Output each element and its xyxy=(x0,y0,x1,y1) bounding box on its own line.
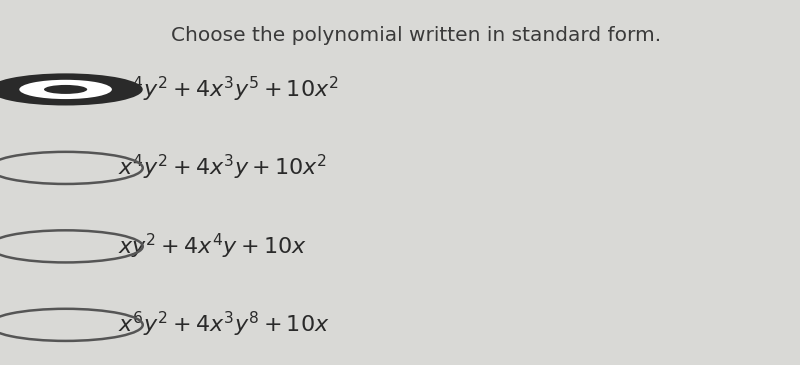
Ellipse shape xyxy=(19,80,112,99)
Ellipse shape xyxy=(44,85,87,94)
Text: $xy^2 + 4x^4y + 10x$: $xy^2 + 4x^4y + 10x$ xyxy=(118,232,307,261)
Text: $x^4y^2 + 4x^3y^5 + 10x^2$: $x^4y^2 + 4x^3y^5 + 10x^2$ xyxy=(118,75,339,104)
Ellipse shape xyxy=(0,73,142,105)
Text: $x^4y^2 + 4x^3y + 10x^2$: $x^4y^2 + 4x^3y + 10x^2$ xyxy=(118,153,328,182)
Text: $x^6y^2 + 4x^3y^8 + 10x$: $x^6y^2 + 4x^3y^8 + 10x$ xyxy=(118,310,330,339)
Text: Choose the polynomial written in standard form.: Choose the polynomial written in standar… xyxy=(171,26,661,45)
